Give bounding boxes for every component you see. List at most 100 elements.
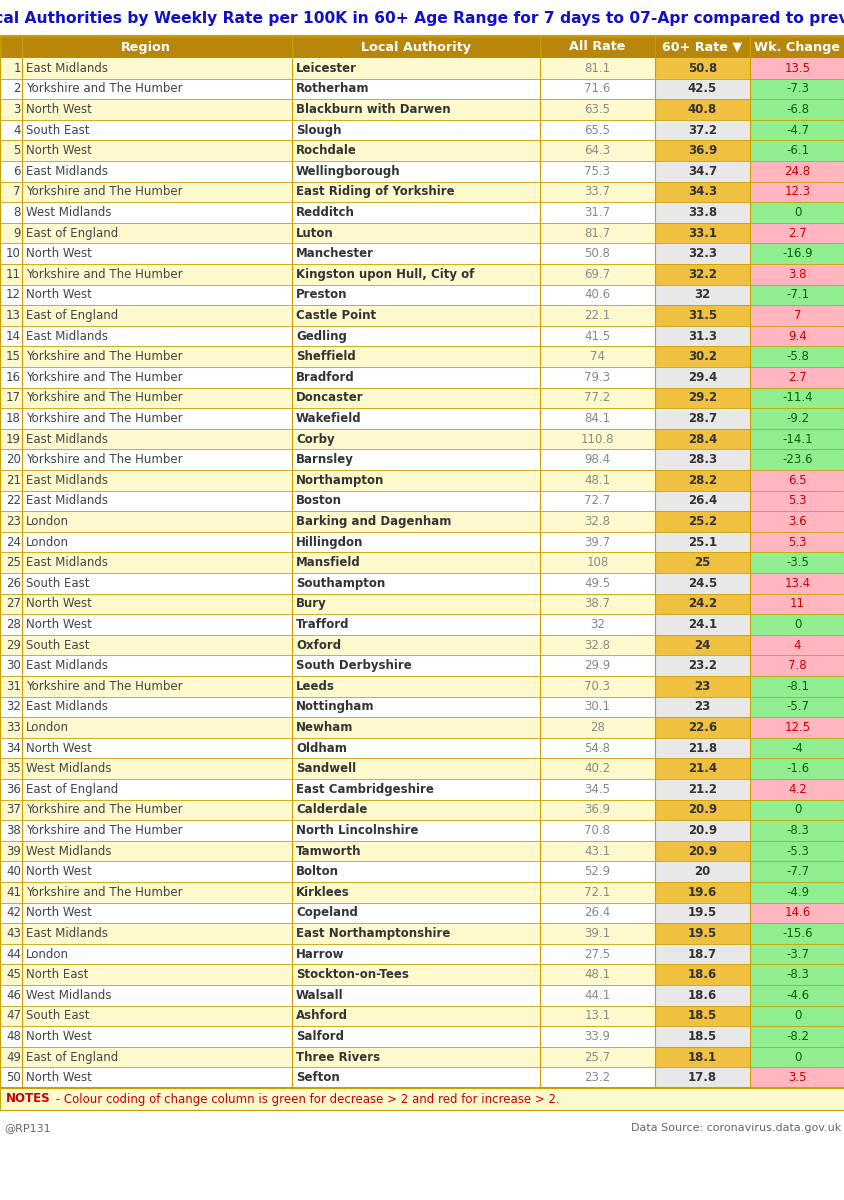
Text: 47: 47 bbox=[6, 1009, 21, 1022]
Bar bbox=[654, 264, 749, 284]
Text: 25.7: 25.7 bbox=[584, 1051, 610, 1063]
Text: 4.2: 4.2 bbox=[787, 782, 806, 796]
Text: 69.7: 69.7 bbox=[584, 268, 610, 281]
Text: Redditch: Redditch bbox=[295, 206, 354, 218]
Text: 6: 6 bbox=[14, 164, 21, 178]
Text: 18.1: 18.1 bbox=[687, 1051, 717, 1063]
Bar bbox=[0, 985, 749, 1006]
Text: 31.5: 31.5 bbox=[687, 308, 717, 322]
Text: Sandwell: Sandwell bbox=[295, 762, 355, 775]
Text: 20.9: 20.9 bbox=[687, 804, 717, 816]
Bar bbox=[654, 1006, 749, 1026]
Text: East Cambridgeshire: East Cambridgeshire bbox=[295, 782, 433, 796]
Bar bbox=[654, 696, 749, 718]
Text: 48.1: 48.1 bbox=[584, 474, 610, 487]
Text: -15.6: -15.6 bbox=[782, 926, 812, 940]
Text: -8.3: -8.3 bbox=[785, 968, 808, 982]
Text: North West: North West bbox=[26, 103, 92, 116]
Text: 7: 7 bbox=[14, 185, 21, 198]
Bar bbox=[0, 614, 749, 635]
Text: 2.7: 2.7 bbox=[787, 227, 806, 240]
Text: London: London bbox=[26, 948, 69, 960]
Text: -16.9: -16.9 bbox=[782, 247, 812, 260]
Bar bbox=[654, 985, 749, 1006]
Text: 37: 37 bbox=[6, 804, 21, 816]
Bar bbox=[654, 1046, 749, 1068]
Text: -8.3: -8.3 bbox=[785, 824, 808, 838]
Bar bbox=[654, 347, 749, 367]
Text: 20.9: 20.9 bbox=[687, 845, 717, 858]
Text: Three Rivers: Three Rivers bbox=[295, 1051, 380, 1063]
Bar bbox=[654, 738, 749, 758]
Text: 18.6: 18.6 bbox=[687, 968, 717, 982]
Text: 31.7: 31.7 bbox=[584, 206, 610, 218]
Text: 30.2: 30.2 bbox=[687, 350, 717, 364]
Text: 12: 12 bbox=[6, 288, 21, 301]
Bar bbox=[654, 79, 749, 100]
Text: Newham: Newham bbox=[295, 721, 353, 734]
Bar bbox=[0, 408, 749, 428]
Bar bbox=[749, 614, 844, 635]
Text: 79.3: 79.3 bbox=[584, 371, 610, 384]
Bar bbox=[749, 779, 844, 799]
Bar bbox=[654, 965, 749, 985]
Bar bbox=[654, 799, 749, 821]
Text: 13.1: 13.1 bbox=[584, 1009, 610, 1022]
Text: Rotherham: Rotherham bbox=[295, 83, 369, 96]
Text: Data Source: coronavirus.data.gov.uk: Data Source: coronavirus.data.gov.uk bbox=[630, 1123, 840, 1133]
Text: London: London bbox=[26, 515, 69, 528]
Bar bbox=[0, 36, 844, 58]
Text: 32.8: 32.8 bbox=[584, 515, 609, 528]
Text: 63.5: 63.5 bbox=[584, 103, 609, 116]
Bar bbox=[749, 58, 844, 78]
Text: Tamworth: Tamworth bbox=[295, 845, 361, 858]
Text: Yorkshire and The Humber: Yorkshire and The Humber bbox=[26, 391, 182, 404]
Text: 7.8: 7.8 bbox=[787, 659, 806, 672]
Bar bbox=[0, 388, 749, 408]
Text: North West: North West bbox=[26, 742, 92, 755]
Text: Kirklees: Kirklees bbox=[295, 886, 349, 899]
Bar bbox=[0, 347, 749, 367]
Text: All Rate: All Rate bbox=[569, 41, 625, 54]
Text: 3.5: 3.5 bbox=[787, 1072, 806, 1085]
Text: Yorkshire and The Humber: Yorkshire and The Humber bbox=[26, 886, 182, 899]
Text: 21.2: 21.2 bbox=[687, 782, 717, 796]
Text: 28.7: 28.7 bbox=[687, 412, 717, 425]
Bar bbox=[749, 985, 844, 1006]
Bar bbox=[654, 572, 749, 594]
Bar bbox=[654, 779, 749, 799]
Text: -5.7: -5.7 bbox=[785, 701, 808, 713]
Text: 20: 20 bbox=[694, 865, 710, 878]
Text: East of England: East of England bbox=[26, 1051, 118, 1063]
Text: Yorkshire and The Humber: Yorkshire and The Humber bbox=[26, 83, 182, 96]
Bar bbox=[0, 325, 749, 347]
Bar bbox=[749, 223, 844, 244]
Text: 40.8: 40.8 bbox=[687, 103, 717, 116]
Text: Doncaster: Doncaster bbox=[295, 391, 363, 404]
Bar bbox=[654, 511, 749, 532]
Text: 110.8: 110.8 bbox=[580, 433, 614, 445]
Bar bbox=[654, 470, 749, 491]
Text: 4: 4 bbox=[14, 124, 21, 137]
Text: 38.7: 38.7 bbox=[584, 598, 609, 611]
Text: Yorkshire and The Humber: Yorkshire and The Humber bbox=[26, 412, 182, 425]
Bar bbox=[749, 347, 844, 367]
Text: 29.2: 29.2 bbox=[687, 391, 717, 404]
Text: 75.3: 75.3 bbox=[584, 164, 609, 178]
Text: 18.5: 18.5 bbox=[687, 1009, 717, 1022]
Text: 42: 42 bbox=[6, 906, 21, 919]
Text: East Midlands: East Midlands bbox=[26, 926, 108, 940]
Text: 39.1: 39.1 bbox=[584, 926, 610, 940]
Text: 32: 32 bbox=[6, 701, 21, 713]
Bar bbox=[0, 923, 749, 943]
Bar bbox=[0, 1046, 749, 1068]
Text: Yorkshire and The Humber: Yorkshire and The Humber bbox=[26, 454, 182, 466]
Text: Yorkshire and The Humber: Yorkshire and The Humber bbox=[26, 804, 182, 816]
Bar bbox=[0, 36, 844, 1088]
Bar bbox=[749, 181, 844, 202]
Text: 60+ Rate ▼: 60+ Rate ▼ bbox=[662, 41, 742, 54]
Text: 13: 13 bbox=[6, 308, 21, 322]
Text: East Midlands: East Midlands bbox=[26, 659, 108, 672]
Text: 26: 26 bbox=[6, 577, 21, 590]
Bar bbox=[654, 100, 749, 120]
